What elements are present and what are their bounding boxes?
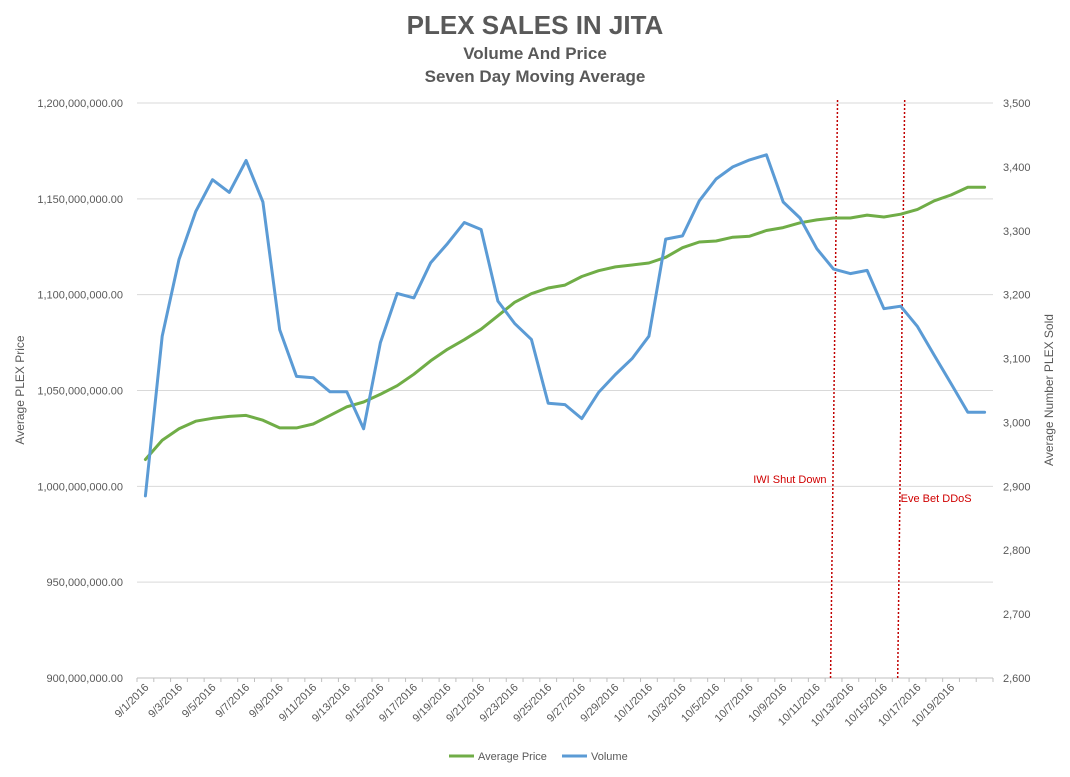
chart-title: PLEX SALES IN JITA (407, 10, 664, 40)
right-tick-label: 3,100 (1003, 354, 1031, 366)
right-axis-label: Average Number PLEX Sold (1042, 314, 1056, 466)
left-tick-label: 1,200,000,000.00 (37, 98, 123, 110)
x-tick-label: 9/7/2016 (213, 682, 252, 721)
left-tick-label: 900,000,000.00 (47, 673, 123, 685)
right-tick-label: 2,600 (1003, 673, 1031, 685)
series-lines (143, 153, 987, 498)
chart-subtitle-line-1: Volume And Price (463, 44, 607, 63)
x-axis-ticks: 9/1/20169/3/20169/5/20169/7/20169/9/2016… (113, 678, 994, 729)
right-tick-label: 3,200 (1003, 290, 1031, 302)
series-line-volume (143, 153, 987, 498)
legend-label-average-price: Average Price (478, 751, 547, 763)
legend-label-volume: Volume (591, 751, 628, 763)
left-tick-label: 1,050,000,000.00 (37, 386, 123, 398)
right-tick-label: 3,500 (1003, 98, 1031, 110)
x-tick-label: 9/3/2016 (146, 682, 185, 721)
right-tick-label: 3,400 (1003, 162, 1031, 174)
left-tick-label: 1,100,000,000.00 (37, 290, 123, 302)
right-tick-label: 2,900 (1003, 481, 1031, 493)
annotation-label-iwi-shut-down: IWI Shut Down (753, 474, 826, 486)
x-tick-label: 9/1/2016 (113, 682, 152, 721)
left-tick-label: 1,150,000,000.00 (37, 194, 123, 206)
right-tick-label: 3,300 (1003, 226, 1031, 238)
left-axis-ticks: 900,000,000.00 950,000,000.00 1,000,000,00… (37, 98, 123, 685)
right-tick-label: 3,000 (1003, 417, 1031, 429)
right-tick-label: 2,800 (1003, 545, 1031, 557)
annotation-label-eve-bet-ddos: Eve Bet DDoS (901, 493, 972, 505)
annotation-line (896, 99, 906, 679)
right-tick-label: 2,700 (1003, 609, 1031, 621)
legend: Average Price Volume (449, 751, 628, 763)
left-tick-label: 950,000,000.00 (47, 577, 123, 589)
annotation-line (829, 99, 839, 679)
series-line-average-price (143, 185, 987, 461)
left-axis-label: Average PLEX Price (13, 335, 27, 444)
annotations: IWI Shut Down Eve Bet DDoS (753, 99, 972, 679)
left-tick-label: 1,000,000,000.00 (37, 481, 123, 493)
gridlines (137, 102, 993, 679)
right-axis-ticks: 2,600 2,700 2,800 2,900 3,000 3,100 3,200 3,300… (1003, 98, 1031, 685)
chart-subtitle-line-2: Seven Day Moving Average (425, 67, 646, 86)
x-tick-label: 9/5/2016 (180, 682, 219, 721)
